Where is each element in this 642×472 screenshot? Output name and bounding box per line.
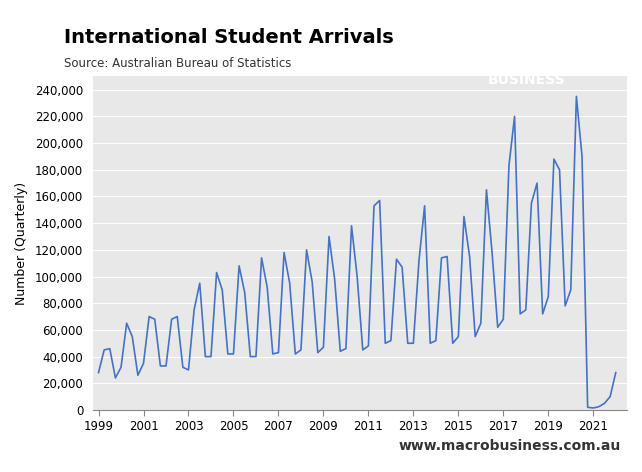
Text: Source: Australian Bureau of Statistics: Source: Australian Bureau of Statistics bbox=[64, 57, 291, 70]
Text: www.macrobusiness.com.au: www.macrobusiness.com.au bbox=[398, 439, 620, 453]
Y-axis label: Number (Quarterly): Number (Quarterly) bbox=[15, 182, 28, 305]
Text: MACRO: MACRO bbox=[486, 39, 567, 58]
Text: BUSINESS: BUSINESS bbox=[488, 73, 565, 87]
Text: International Student Arrivals: International Student Arrivals bbox=[64, 28, 394, 47]
